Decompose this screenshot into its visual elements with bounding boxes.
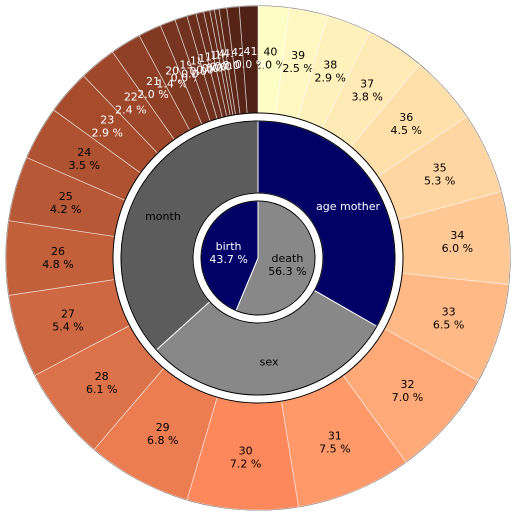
middle-slice-label: sex [260, 355, 279, 368]
outer-slice-value: 4.5 % [391, 124, 422, 137]
outer-slice-label: 24 [77, 146, 91, 159]
outer-slice-label: 27 [61, 307, 75, 320]
outer-slice-value: 2.0 % [137, 88, 168, 101]
outer-slice-label: 21 [146, 75, 160, 88]
middle-ring-border [120, 120, 396, 396]
outer-slice-value: 3.8 % [351, 90, 382, 103]
outer-slice-label: 32 [401, 378, 415, 391]
outer-slice-label: 41 [244, 45, 258, 58]
outer-slice-label: 23 [100, 114, 114, 127]
inner-slice-label: death [272, 252, 304, 265]
outer-slice-value: 6.5 % [433, 319, 464, 332]
outer-slice-label: 40 [263, 45, 277, 58]
outer-slice-value: 1.4 % [156, 77, 187, 90]
outer-slice-value: 7.2 % [230, 458, 261, 471]
outer-slice-value: 4.2 % [50, 203, 81, 216]
outer-slice-label: 39 [291, 49, 305, 62]
outer-slice-label: 26 [51, 245, 65, 258]
outer-slice-value: 5.3 % [424, 174, 455, 187]
middle-slice-label: month [145, 210, 181, 223]
inner-slice-value: 43.7 % [209, 253, 247, 266]
inner-ring-border [200, 200, 316, 316]
outer-slice-value: 2.9 % [92, 127, 123, 140]
outer-slice-label: 35 [433, 161, 447, 174]
outer-slice-value: 5.4 % [52, 320, 83, 333]
outer-slice-value: 2.4 % [115, 104, 146, 117]
inner-slice-label: birth [216, 240, 242, 253]
outer-slice-value: 2.0 % [255, 58, 286, 71]
outer-slice-label: 29 [156, 421, 170, 434]
outer-slice-value: 3.5 % [69, 159, 100, 172]
outer-slice-label: 30 [239, 445, 253, 458]
outer-slice-label: 36 [399, 111, 413, 124]
outer-slice-value: 6.1 % [86, 383, 117, 396]
middle-slice-label: age mother [316, 200, 380, 213]
outer-slice-label: 22 [124, 91, 138, 104]
outer-slice-value: 2.5 % [282, 62, 313, 75]
outer-slice-value: 6.8 % [147, 434, 178, 447]
outer-slice-value: 7.0 % [392, 391, 423, 404]
outer-slice-value: 4.8 % [42, 258, 73, 271]
outer-slice-label: 34 [450, 229, 464, 242]
outer-slice-label: 37 [360, 77, 374, 90]
outer-slice-label: 33 [442, 306, 456, 319]
outer-slice-value: 2.9 % [314, 71, 345, 84]
outer-slice-label: 20 [165, 64, 179, 77]
outer-slice-label: 31 [328, 430, 342, 443]
outer-slice-label: 42 [231, 46, 245, 59]
outer-slice-value: 6.0 % [442, 242, 473, 255]
outer-slice-label: 28 [95, 370, 109, 383]
outer-slice-label: 38 [323, 58, 337, 71]
outer-slice-value: 7.5 % [319, 443, 350, 456]
outer-slice-label: 25 [59, 190, 73, 203]
outer-slice-value: 0.0 % [235, 58, 266, 71]
inner-slice-value: 56.3 % [268, 265, 306, 278]
